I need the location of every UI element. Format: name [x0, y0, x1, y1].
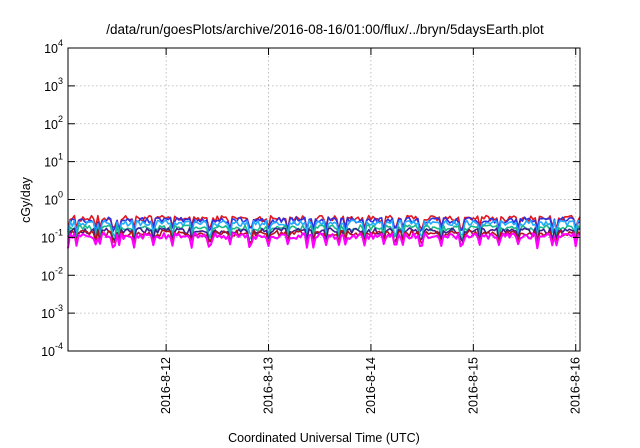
y-tick-exponent: -3	[55, 303, 63, 313]
chart-title: /data/run/goesPlots/archive/2016-08-16/0…	[106, 22, 544, 37]
x-tick-label: 2016-8-12	[159, 357, 173, 414]
y-tick-label: 104	[44, 38, 63, 56]
x-tick-label: 2016-8-14	[364, 357, 378, 414]
y-tick-label: 10-3	[41, 303, 63, 321]
y-tick-label: 101	[44, 152, 63, 170]
x-tick-label: 2016-8-15	[466, 357, 480, 414]
y-tick-exponent: 1	[58, 152, 63, 162]
y-axis-label: cGy/day	[19, 176, 33, 223]
x-tick-label: 2016-8-13	[262, 357, 276, 414]
y-tick-exponent: 0	[58, 190, 63, 200]
y-tick-exponent: 3	[58, 76, 63, 86]
y-tick-exponent: 2	[58, 114, 63, 124]
series-lines	[67, 214, 581, 250]
y-tick-exponent: 4	[58, 38, 63, 48]
y-tick-label: 10-4	[41, 341, 63, 359]
y-tick-exponent: -4	[55, 341, 63, 351]
y-tick-exponent: -2	[55, 265, 63, 275]
series-line	[67, 232, 581, 250]
x-tick-label: 2016-8-16	[569, 357, 583, 414]
grid	[68, 48, 580, 351]
y-tick-label: 100	[44, 190, 63, 208]
series-line	[67, 219, 581, 238]
y-tick-label: 103	[44, 76, 63, 94]
y-tick-label: 102	[44, 114, 63, 132]
series-line	[67, 227, 581, 244]
x-axis-label: Coordinated Universal Time (UTC)	[228, 431, 420, 445]
y-tick-label: 10-1	[41, 227, 63, 245]
axis-ticks: 10-410-310-210-11001011021031042016-8-12…	[41, 38, 583, 414]
y-tick-exponent: -1	[55, 227, 63, 237]
y-tick-label: 10-2	[41, 265, 63, 283]
